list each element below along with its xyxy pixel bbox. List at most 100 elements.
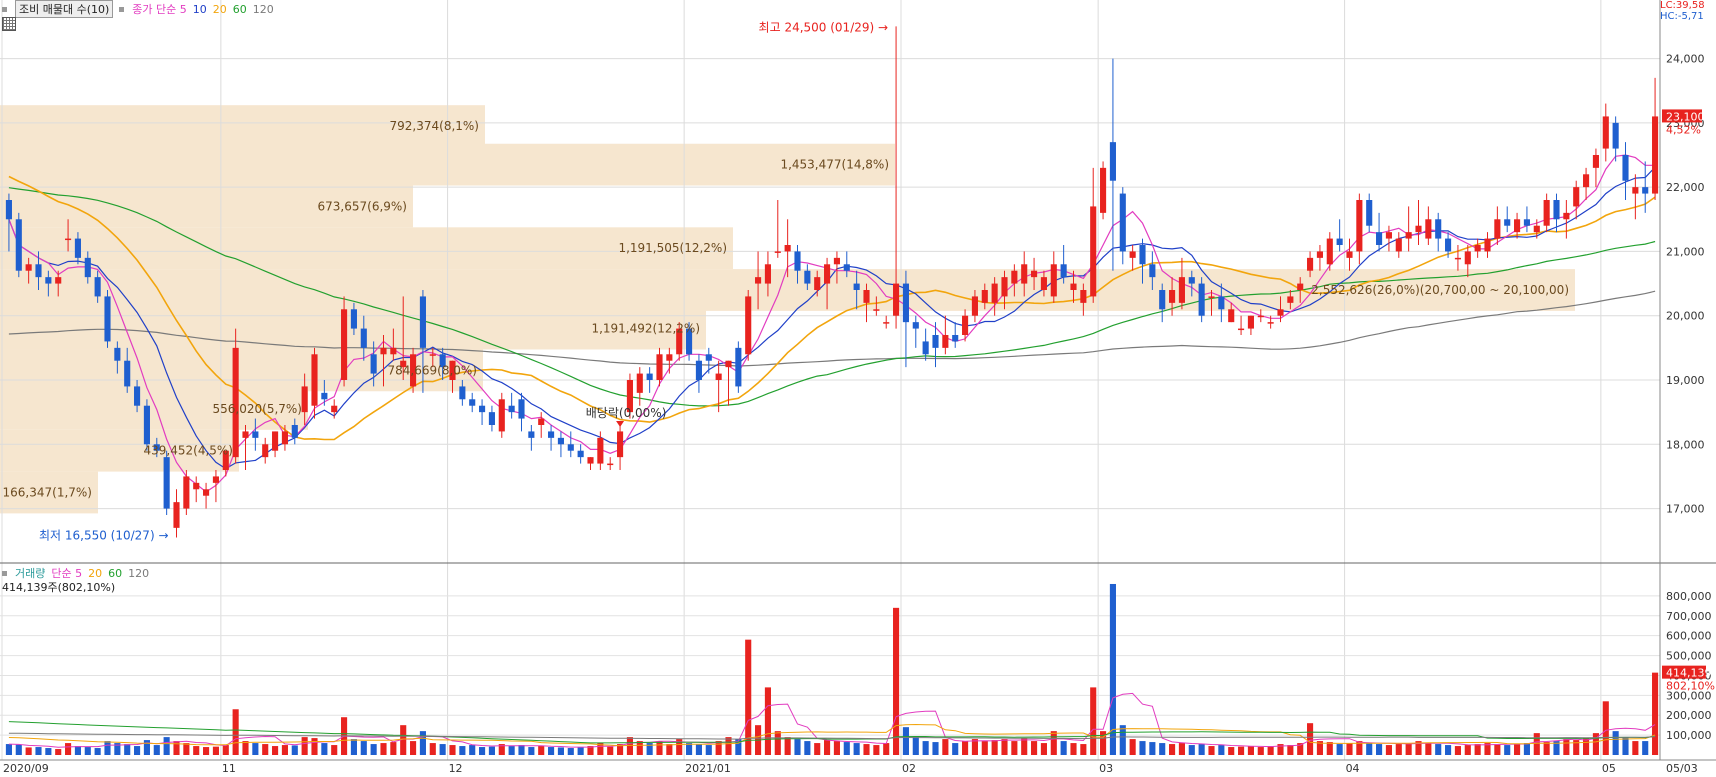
candle-body (104, 296, 111, 342)
ma-title: 종가 단순 5 (132, 3, 187, 16)
volume-bar (1040, 743, 1047, 755)
volume-ma-60: 60 (108, 566, 123, 580)
candle-body (449, 360, 456, 380)
indicator-box[interactable]: 조비 매물대 수(10) (15, 0, 114, 18)
candle-body (962, 315, 969, 335)
candle-body (1563, 212, 1570, 220)
candle-body (45, 277, 52, 284)
candle-body (528, 431, 535, 438)
volume-bar (252, 743, 259, 755)
price-tick-label: 17,000 (1666, 503, 1705, 516)
candle-body (390, 347, 397, 355)
candle-body (380, 347, 387, 355)
volume-bar (1652, 672, 1659, 755)
volume-bar (1543, 742, 1550, 755)
profile-label: 166,347(1,7%) (3, 486, 92, 500)
candle-body (784, 245, 791, 252)
current-volume-tag (1662, 665, 1706, 679)
volume-bar (429, 743, 436, 755)
volume-bar (84, 747, 91, 755)
candle-body (1425, 219, 1432, 239)
volume-bar (1583, 738, 1590, 755)
volume-bar (538, 746, 545, 755)
volume-bar (5, 744, 12, 755)
candle-body (676, 328, 683, 355)
volume-bar (666, 744, 673, 755)
volume-bar (981, 741, 988, 755)
candle-body (410, 354, 417, 387)
volume-ma-title: 단순 5 (51, 567, 83, 580)
dividend-arrow-icon (616, 421, 625, 427)
candle-body (932, 335, 939, 348)
candle-body (597, 437, 604, 464)
candle-body (853, 283, 860, 290)
candle-body (1149, 264, 1156, 278)
candle-body (1090, 206, 1097, 297)
date-tick-label: 2020/09 (3, 762, 49, 775)
profile-band (0, 349, 483, 392)
profile-label: 673,657(6,9%) (318, 199, 407, 213)
volume-bar (774, 731, 781, 755)
volume-bar (45, 748, 52, 755)
volume-bar (321, 743, 328, 755)
volume-bar (1425, 743, 1432, 755)
candle-body (1021, 264, 1028, 284)
volume-bar (55, 749, 62, 755)
volume-bar (843, 742, 850, 755)
candle-body (360, 328, 367, 348)
volume-bar (1218, 745, 1225, 755)
price-annotations: 최고 24,500 (01/29) → 최저 16,550 (10/27) → 배당… (39, 20, 888, 542)
date-tick-label: 12 (449, 762, 463, 775)
volume-bar (745, 639, 752, 755)
candle-body (873, 309, 880, 311)
profile-band (0, 227, 733, 270)
candle-body (686, 328, 693, 355)
volume-bar (1119, 725, 1126, 755)
candle-body (1622, 155, 1629, 181)
grid-icon[interactable] (2, 17, 16, 31)
volume-ma60-line (8, 721, 1656, 744)
volume-bar (212, 746, 219, 755)
volume-bar (1454, 746, 1461, 755)
candle-body (311, 354, 318, 406)
candle-body (469, 399, 476, 406)
candle-body (1602, 116, 1609, 149)
volume-bar (587, 746, 594, 755)
legend-marker-icon (119, 6, 125, 12)
candle-body (814, 277, 821, 290)
candlesticks (5, 26, 1659, 538)
volume-bar (479, 747, 486, 755)
profile-label: 784,669(8,0%) (388, 363, 477, 377)
candle-body (755, 277, 762, 284)
date-tick-label: 2021/01 (685, 762, 731, 775)
volume-bar (1553, 741, 1560, 755)
candle-body (518, 399, 525, 419)
candle-body (1484, 238, 1491, 252)
profile-band (0, 185, 413, 228)
volume-bar (114, 743, 121, 755)
volume-bar (1257, 747, 1264, 755)
volume-bar (193, 746, 200, 755)
volume-bar (1602, 701, 1609, 755)
volume-bar (1031, 741, 1038, 755)
candle-body (498, 399, 505, 432)
candle-body (1592, 155, 1599, 168)
price-tick-label: 21,000 (1666, 245, 1705, 258)
candle-body (400, 360, 407, 368)
candle-body (1583, 174, 1590, 188)
volume-bar (1011, 741, 1018, 755)
candle-body (1385, 232, 1392, 239)
volume-bar (1021, 738, 1028, 755)
candle-body (1632, 187, 1639, 194)
candle-body (1533, 225, 1540, 233)
candle-body (173, 502, 180, 528)
candle-body (952, 335, 959, 342)
candle-body (321, 392, 328, 400)
candle-body (1188, 277, 1195, 284)
volume-bar (1366, 743, 1373, 755)
volume-bar (173, 741, 180, 755)
volume-bar (449, 745, 456, 755)
volume-bar (1474, 744, 1481, 755)
candle-body (705, 354, 712, 361)
